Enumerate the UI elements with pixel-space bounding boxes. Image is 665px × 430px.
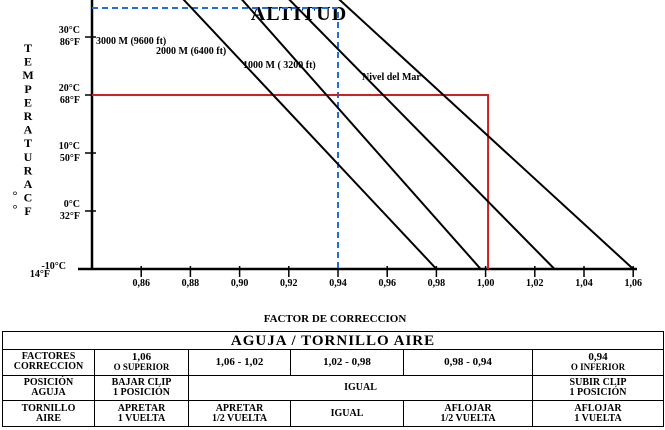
x-tick-label: 0,94 (329, 278, 347, 289)
row-header-line: CORRECCION (13, 361, 84, 373)
table-row: POSICIÓN AGUJA BAJAR CLIP 1 POSICIÓN IGUAL SU… (2, 374, 665, 402)
altitude-line (241, 0, 482, 270)
x-tick-label: 0,96 (378, 278, 396, 289)
y-tick-label-c: 0°C (64, 199, 80, 210)
table-cell-line: 0,94 (588, 351, 608, 364)
row-header: FACTORES CORRECCION (2, 349, 95, 376)
y-tick-label-c: -10°C (41, 261, 66, 272)
altitude-line-label: 1000 M ( 3200 ft) (243, 60, 316, 71)
y-tick-label-f: 86°F (60, 37, 80, 48)
table-row: FACTORES CORRECCION 1,06 O SUPERIOR 1,06 - 1… (2, 349, 665, 376)
x-tick-label: 1,04 (575, 278, 593, 289)
table-cell-line: 1/2 VUELTA (211, 412, 268, 424)
row-header-line: TORNILLO (21, 402, 76, 414)
chart-title: ALTITUD (251, 3, 347, 25)
table-cell: IGUAL (188, 374, 533, 402)
y-tick-label-f: 32°F (60, 211, 80, 222)
table-cell: 0,98 - 0,94 (403, 349, 533, 376)
altitude-line (288, 0, 556, 270)
table-cell-line: APRETAR (215, 402, 264, 414)
x-tick-label: 0,92 (280, 278, 298, 289)
table-cell-line: 1 POSICIÓN (569, 386, 627, 398)
table-cell: APRETAR 1 VUELTA (94, 400, 189, 427)
y-tick-label-c: 20°C (59, 83, 80, 94)
y-axis-title-letter: A (24, 123, 33, 137)
table-cell-line: 1 VUELTA (574, 412, 622, 424)
y-tick-label-c: 10°C (59, 141, 80, 152)
row-header: POSICIÓN AGUJA (2, 374, 95, 402)
y-axis-title-letter: R (24, 163, 33, 177)
x-tick-label: 0,86 (132, 278, 150, 289)
x-tick-label: 0,90 (231, 278, 249, 289)
table-cell-line: 1 POSICIÓN (113, 386, 170, 398)
table-cell-line: 1,06 - 1,02 (215, 356, 264, 369)
altitude-correction-chart: ALTITUDTEMPERATURA°C°F40°C104°F30°C86°F2… (13, 0, 642, 289)
x-tick-label: 1,06 (624, 278, 642, 289)
table-cell-line: BAJAR CLIP (111, 376, 172, 388)
table-cell: 1,02 - 0,98 (290, 349, 404, 376)
table-cell: AFLOJAR 1/2 VUELTA (403, 400, 533, 427)
table-cell: IGUAL (290, 400, 404, 427)
reading-guide-dashed (92, 7, 339, 269)
x-axis-title: FACTOR DE CORRECCION (263, 313, 407, 325)
row-header-line: FACTORES (21, 351, 76, 363)
table-cell-line: AFLOJAR (574, 402, 622, 414)
y-tick-label-f: 50°F (60, 153, 80, 164)
y-axis-title-letter: E (24, 95, 32, 109)
x-tick-label: 0,88 (182, 278, 200, 289)
x-tick-label: 1,00 (477, 278, 495, 289)
x-tick-label: 0,98 (428, 278, 446, 289)
table-row: TORNILLO AIRE APRETAR 1 VUELTA APRETAR 1/2 VU… (2, 400, 665, 427)
y-axis-title-letter: F (24, 204, 31, 218)
table-cell: 1,06 O SUPERIOR (94, 349, 189, 376)
table-cell-line: 0,98 - 0,94 (444, 356, 492, 369)
x-tick-label: 1,02 (526, 278, 544, 289)
y-axis-title-letter: M (22, 68, 33, 82)
table-cell: SUBIR CLIP 1 POSICIÓN (531, 374, 665, 402)
table-cell-line: 1,06 (131, 351, 152, 364)
table-cell-line: 1/2 VUELTA (440, 412, 496, 424)
table-title: AGUJA / TORNILLO AIRE (1, 331, 665, 350)
y-axis-title-letter: T (24, 41, 32, 55)
table-cell-line: 1,02 - 0,98 (323, 356, 371, 369)
table-cell-line: O INFERIOR (570, 362, 626, 373)
y-axis-title-letter: ° (13, 189, 18, 203)
y-axis-title-letter: A (24, 177, 33, 191)
table-cell-line: SUBIR CLIP (569, 376, 627, 388)
altitude-line-label: 3000 M (9600 ft) (96, 36, 166, 47)
y-tick-label-c: 30°C (59, 25, 80, 36)
altitude-line (182, 0, 438, 270)
table-cell: APRETAR 1/2 VUELTA (188, 400, 291, 427)
y-axis-title-letter: C (24, 191, 33, 205)
correction-table: AGUJA / TORNILLO AIRE FACTORES CORRECCION 1… (1, 331, 665, 427)
table-cell: BAJAR CLIP 1 POSICIÓN (94, 374, 189, 402)
y-axis-title-letter: U (24, 150, 33, 164)
table-cell-line: IGUAL (344, 381, 377, 393)
table-cell: 1,06 - 1,02 (188, 349, 291, 376)
table-cell-line: APRETAR (117, 402, 166, 414)
table-cell-line: 1 VUELTA (117, 412, 166, 424)
table-cell: AFLOJAR 1 VUELTA (531, 400, 665, 427)
table-title-row: AGUJA / TORNILLO AIRE (1, 331, 665, 350)
row-header-line: AGUJA (31, 386, 66, 398)
y-axis-title-letter: P (24, 82, 31, 96)
y-tick-label-f: 68°F (60, 95, 80, 106)
y-axis-title-letter: T (24, 136, 32, 150)
table-cell: 0,94 O INFERIOR (531, 349, 665, 376)
reading-guide-solid (92, 94, 490, 269)
altitude-line-label: 2000 M (6400 ft) (156, 46, 226, 57)
table-cell-line: O SUPERIOR (113, 362, 170, 373)
y-axis-title-letter: ° (13, 202, 18, 216)
row-header-line: AIRE (35, 412, 61, 424)
table-cell-line: IGUAL (330, 407, 364, 419)
altitude-line-label: Nivel del Mar (362, 72, 421, 83)
y-tick-label-f: 14°F (30, 269, 50, 280)
y-axis-title-letter: E (24, 55, 32, 69)
row-header: TORNILLO AIRE (2, 400, 95, 427)
row-header-line: POSICIÓN (23, 376, 74, 388)
altitude-line (338, 0, 634, 270)
y-axis-title-letter: R (24, 109, 33, 123)
table-cell-line: AFLOJAR (444, 402, 492, 414)
